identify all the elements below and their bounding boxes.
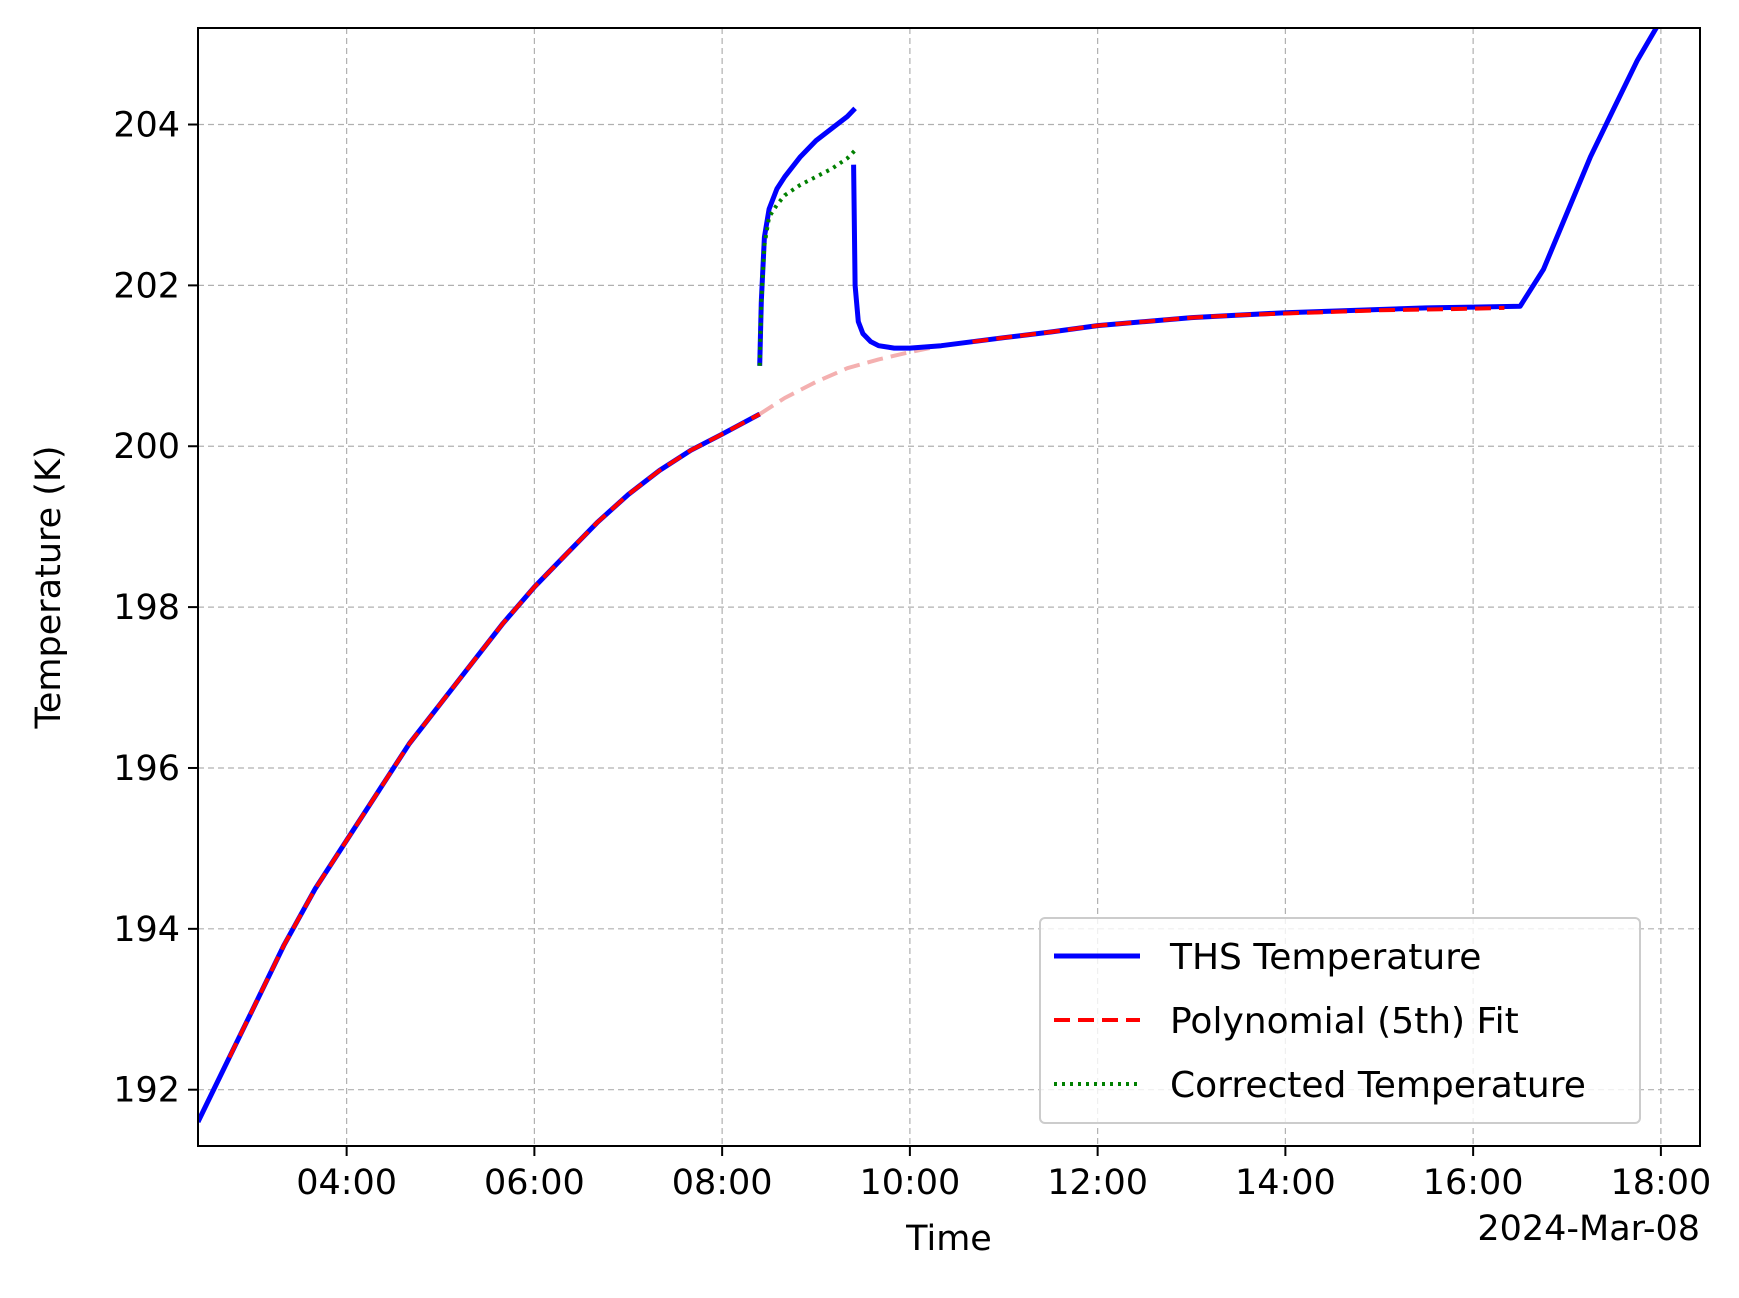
y-axis-label: Temperature (K) [29, 445, 69, 729]
fit-extrapolation-line [758, 339, 973, 416]
y-tick-label: 198 [113, 588, 180, 628]
polynomial-5th-fit-line [227, 412, 761, 1059]
y-tick-label: 196 [113, 749, 180, 789]
y-tick-label: 192 [113, 1071, 180, 1111]
legend-label-polynomial-5th-fit: Polynomial (5th) Fit [1170, 1001, 1519, 1042]
x-tick-label: 18:00 [1610, 1163, 1711, 1203]
series-group [198, 28, 1660, 1123]
polynomial-5th-fit-line [972, 305, 1505, 344]
x-tick-label: 10:00 [859, 1163, 960, 1203]
plot-frame [197, 27, 1701, 1147]
plot-area [198, 28, 1660, 1123]
y-tick-label: 194 [113, 910, 180, 950]
x-axis-date-offset: 2024-Mar-08 [1477, 1209, 1700, 1249]
legend-label-ths-temperature: THS Temperature [1169, 937, 1481, 978]
legend-box [1039, 917, 1641, 1124]
x-tick-label: 08:00 [672, 1163, 773, 1203]
x-tick-label: 12:00 [1047, 1163, 1148, 1203]
legend-items: THS Temperature Polynomial (5th) Fit Corre… [1054, 937, 1586, 1106]
x-tick-label: 16:00 [1423, 1163, 1524, 1203]
y-tick-label: 202 [113, 266, 180, 306]
y-tick-label: 204 [113, 106, 180, 146]
legend: THS Temperature Polynomial (5th) Fit Corre… [1039, 917, 1641, 1124]
x-tick-label: 04:00 [296, 1163, 397, 1203]
corrected-temperature-line [757, 148, 857, 366]
ths-temperature-line [757, 106, 857, 366]
y-tick-label: 200 [113, 427, 180, 467]
x-axis-label: Time [905, 1219, 992, 1259]
legend-label-corrected-temperature: Corrected Temperature [1170, 1065, 1586, 1106]
x-tick-label: 06:00 [484, 1163, 585, 1203]
x-tick-label: 14:00 [1235, 1163, 1336, 1203]
axis-ticks: 04:00 06:00 08:00 10:00 12:00 14:00 16:00 18:00… [113, 106, 1711, 1203]
